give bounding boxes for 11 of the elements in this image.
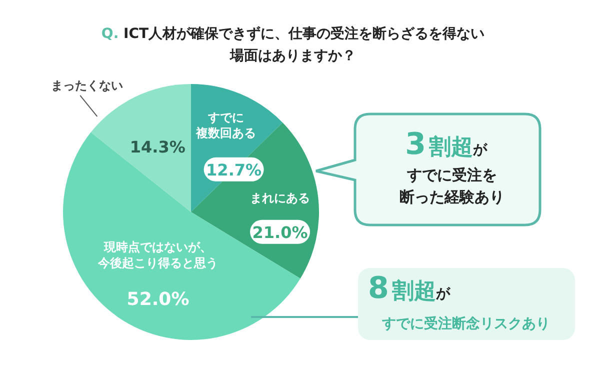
- slice-label: まれにある: [250, 190, 310, 205]
- data-label: 52.0%: [126, 289, 190, 310]
- slice-label: まったくない: [51, 78, 124, 92]
- text: 8割超がすでに受注断念リスクあり: [368, 271, 550, 332]
- slice-label: 現時点ではないが、今後起こり得ると思う: [97, 240, 218, 270]
- data-label: 12.7%: [206, 160, 262, 180]
- data-label: 14.3%: [130, 138, 186, 157]
- text: 3割超がすでに受注を断った経験あり: [400, 127, 504, 206]
- chart-title: Q. ICT人材が確保できずに、仕事の受注を断らざるを得ない場面はありますか？: [101, 25, 485, 64]
- slice-label: すでに複数回ある: [194, 110, 256, 140]
- data-label: 21.0%: [252, 222, 308, 242]
